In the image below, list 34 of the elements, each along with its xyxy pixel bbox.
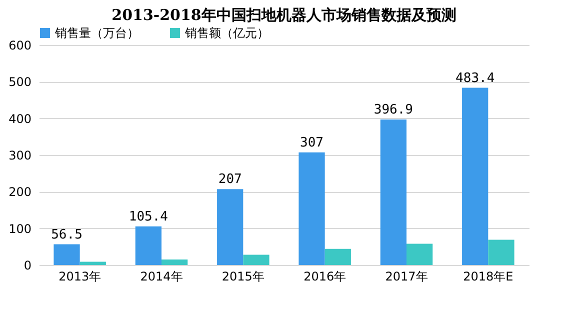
- bar: [462, 88, 488, 265]
- data-label: 307: [300, 135, 324, 150]
- data-label: 207: [218, 172, 242, 188]
- bar: [324, 248, 351, 265]
- x-tick-label: 2018年E: [463, 270, 514, 284]
- chart-title: 2013-2018年中国扫地机器人市场销售数据及预测: [112, 6, 456, 24]
- y-tick-label: 500: [8, 75, 32, 90]
- bar: [80, 262, 106, 265]
- x-tick-label: 2016年: [304, 270, 346, 284]
- bar: [406, 244, 433, 265]
- bar: [243, 254, 270, 265]
- x-tick-label: 2017年: [385, 270, 428, 284]
- y-tick-label: 0: [24, 258, 32, 272]
- x-tick-label: 2014年: [140, 270, 183, 284]
- data-label: 396.9: [374, 102, 414, 118]
- legend-label: 销售额（亿元）: [184, 26, 269, 40]
- data-label: 56.5: [51, 227, 82, 242]
- y-tick-label: 400: [8, 112, 32, 126]
- bar: [380, 119, 406, 265]
- legend-label: 销售量（万台）: [54, 26, 139, 40]
- bar: [135, 226, 162, 265]
- bar: [488, 240, 514, 265]
- bar: [54, 244, 80, 265]
- data-label: 105.4: [128, 209, 168, 224]
- y-tick-label: 600: [8, 38, 32, 52]
- data-label: 483.4: [456, 70, 495, 86]
- y-tick-label: 300: [8, 148, 32, 162]
- x-tick-label: 2015年: [222, 270, 264, 284]
- y-tick-label: 200: [8, 185, 32, 200]
- bar: [217, 189, 244, 265]
- bar: [162, 260, 188, 265]
- y-tick-label: 100: [8, 222, 32, 236]
- x-tick-label: 2013年: [58, 270, 102, 284]
- bar: [298, 152, 325, 265]
